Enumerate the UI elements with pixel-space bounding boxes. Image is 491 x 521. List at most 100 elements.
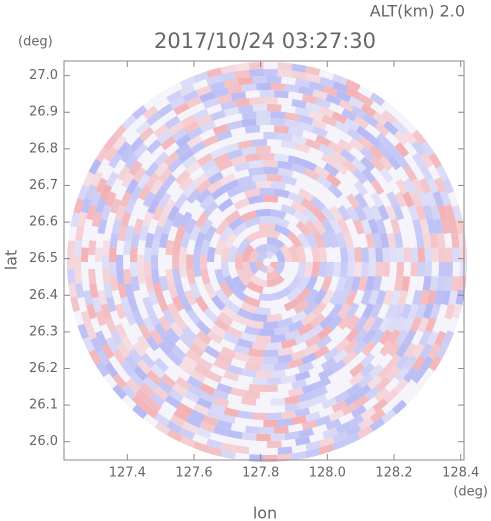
echo-cell <box>442 330 455 346</box>
echo-cell <box>67 269 76 284</box>
echo-cell <box>158 315 172 332</box>
echo-cell <box>248 69 264 77</box>
echo-cell <box>295 262 306 279</box>
echo-cell <box>369 417 386 432</box>
echo-cell <box>190 369 207 383</box>
echo-cell <box>381 109 397 125</box>
echo-cell <box>166 420 183 434</box>
echo-cell <box>230 387 246 398</box>
echo-cell <box>426 330 439 347</box>
echo-cell <box>226 364 243 376</box>
echo-cell <box>354 205 367 222</box>
echo-cell <box>386 191 399 208</box>
echo-cell <box>112 384 127 400</box>
echo-cell <box>298 391 315 403</box>
echo-cell <box>295 78 311 88</box>
echo-cell <box>197 153 214 167</box>
echo-cell <box>244 153 260 163</box>
echo-cell <box>284 119 301 129</box>
echo-cell <box>255 262 265 270</box>
echo-cell <box>320 231 333 249</box>
echo-cell <box>167 351 183 367</box>
echo-cell <box>368 289 380 306</box>
echo-cell <box>319 76 335 88</box>
echo-cell <box>220 346 237 359</box>
echo-cell <box>353 246 363 262</box>
echo-cell <box>307 324 324 339</box>
echo-cell <box>422 303 434 320</box>
echo-cell <box>403 178 417 195</box>
echo-cell <box>332 262 342 278</box>
echo-cell <box>226 120 243 131</box>
echo-cell <box>227 84 243 95</box>
echo-cell <box>439 190 452 207</box>
echo-cell <box>106 296 117 313</box>
echo-cell <box>318 367 335 381</box>
echo-cell <box>328 409 345 422</box>
echo-cell <box>230 91 246 101</box>
echo-cell <box>395 329 409 346</box>
echo-cell <box>95 330 108 347</box>
echo-cell <box>234 161 250 173</box>
echo-cell <box>96 349 111 366</box>
x-unit: (deg) <box>453 485 488 500</box>
echo-cell <box>216 93 233 105</box>
echo-cell <box>224 299 241 314</box>
echo-cell <box>124 283 135 299</box>
echo-cell <box>270 433 286 441</box>
echo-cell <box>196 179 212 194</box>
echo-cell <box>362 302 375 319</box>
echo-cell <box>353 218 365 235</box>
echo-cell <box>179 211 193 228</box>
echo-cell <box>354 192 369 209</box>
echo-cell <box>90 337 104 354</box>
echo-cell <box>315 97 332 109</box>
echo-cell <box>308 110 325 122</box>
echo-cell <box>94 247 103 262</box>
echo-cell <box>202 415 219 427</box>
echo-cell <box>190 141 207 155</box>
echo-cell <box>443 276 453 292</box>
echo-cell <box>179 435 196 448</box>
echo-cell <box>353 180 369 197</box>
echo-cell <box>128 160 143 176</box>
echo-cell <box>267 76 282 84</box>
echo-cell <box>394 191 407 208</box>
echo-cell <box>349 362 365 378</box>
echo-cell <box>95 197 107 214</box>
echo-cell <box>274 249 285 262</box>
echo-cell <box>287 155 304 166</box>
echo-cell <box>104 191 117 207</box>
echo-cell <box>214 239 226 256</box>
echo-cell <box>154 357 169 373</box>
echo-cell <box>206 330 223 345</box>
echo-cell <box>274 125 290 134</box>
echo-cell <box>262 229 281 240</box>
echo-cell <box>431 247 440 262</box>
echo-cell <box>277 132 293 142</box>
echo-cell <box>372 232 382 249</box>
echo-cell <box>403 329 417 346</box>
y-tick-label: 26.3 <box>29 324 58 339</box>
echo-cell <box>362 113 379 128</box>
echo-cell <box>411 367 426 384</box>
echo-cell <box>288 244 299 262</box>
echo-cell <box>353 115 370 130</box>
echo-cell <box>85 324 97 341</box>
echo-cell <box>409 316 422 333</box>
echo-cell <box>132 166 147 183</box>
echo-cell <box>248 348 264 357</box>
echo-cell <box>136 335 151 351</box>
echo-cell <box>182 90 199 103</box>
echo-cell <box>305 411 321 423</box>
echo-cell <box>335 421 352 434</box>
echo-cell <box>173 408 190 422</box>
echo-cell <box>263 132 279 140</box>
echo-cell <box>313 345 330 359</box>
echo-cell <box>252 76 267 84</box>
echo-cell <box>119 191 132 208</box>
echo-cell <box>318 143 335 157</box>
echo-cell <box>294 142 311 154</box>
echo-cell <box>132 310 145 327</box>
echo-cell <box>329 289 343 306</box>
